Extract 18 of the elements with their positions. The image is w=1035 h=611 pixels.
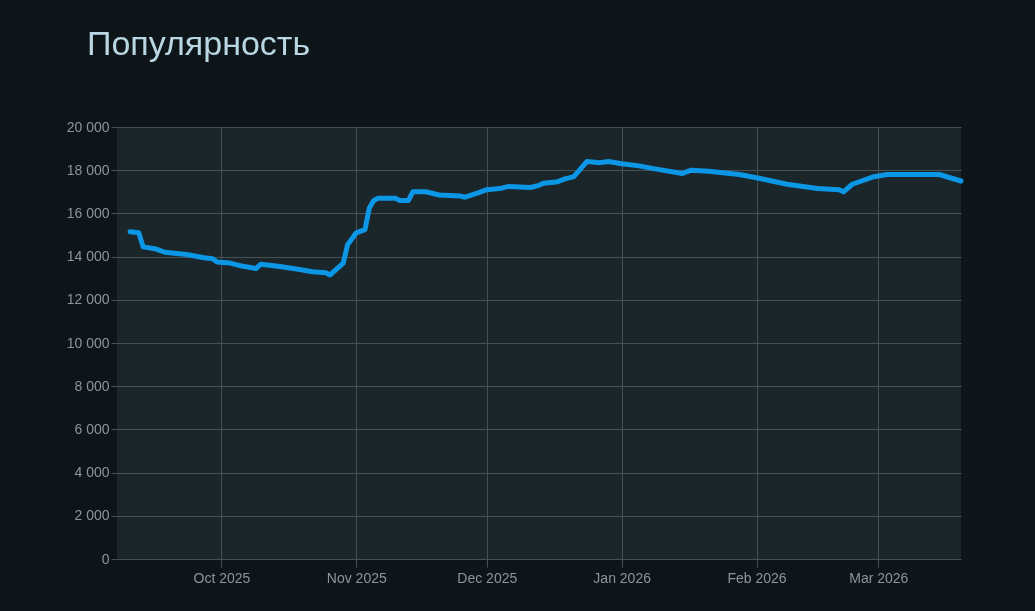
chart-title: Популярность [87, 24, 311, 62]
y-tick-label: 12 000 [66, 291, 110, 308]
y-tick-label: 0 [101, 550, 110, 567]
y-tick-label: 2 000 [74, 507, 110, 524]
y-tick-label: 4 000 [74, 464, 110, 481]
x-tick-label: Feb 2026 [727, 569, 787, 586]
y-tick-label: 8 000 [74, 377, 110, 394]
x-tick-label: Mar 2026 [849, 569, 909, 586]
y-tick-label: 10 000 [66, 334, 110, 351]
x-tick-label: Oct 2025 [193, 569, 251, 586]
x-tick-label: Nov 2025 [326, 569, 387, 586]
y-tick-label: 18 000 [66, 161, 110, 178]
y-tick-label: 16 000 [66, 204, 110, 221]
y-tick-label: 20 000 [66, 118, 110, 135]
x-tick-label: Dec 2025 [457, 569, 518, 586]
y-tick-label: 14 000 [66, 248, 110, 265]
x-tick-label: Jan 2026 [593, 569, 652, 586]
y-tick-label: 6 000 [74, 420, 110, 437]
